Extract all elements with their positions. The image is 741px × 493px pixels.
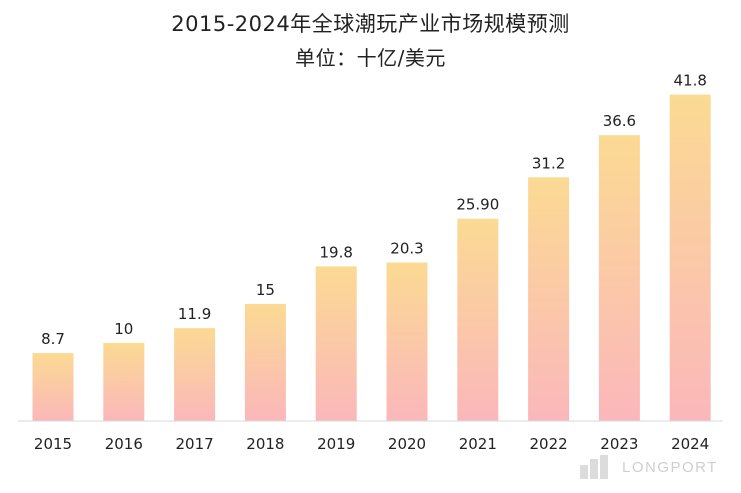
bar-2022: [528, 177, 570, 421]
value-label-2016: 10: [114, 320, 133, 338]
x-tick-label-2017: 2017: [176, 435, 214, 453]
bars-group: [32, 94, 711, 421]
bar-2019: [315, 266, 357, 421]
bar-2020: [386, 262, 428, 421]
value-label-2018: 15: [256, 281, 275, 299]
x-tick-label-2020: 2020: [388, 435, 426, 453]
value-label-2017: 11.9: [178, 305, 211, 323]
bar-2018: [244, 303, 286, 421]
value-label-2021: 25.90: [456, 196, 499, 214]
bar-2016: [103, 342, 145, 421]
value-label-2015: 8.7: [41, 330, 65, 348]
x-tick-label-2021: 2021: [459, 435, 497, 453]
longport-logo-icon: [580, 455, 614, 479]
value-label-2022: 31.2: [532, 154, 565, 172]
watermark-text: LONGPORT: [622, 458, 718, 476]
x-tick-label-2015: 2015: [34, 435, 72, 453]
chart-title: 2015-2024年全球潮玩产业市场规模预测: [171, 12, 570, 36]
value-label-2020: 20.3: [390, 240, 423, 258]
x-tick-label-2019: 2019: [317, 435, 355, 453]
watermark: LONGPORT: [580, 455, 718, 479]
chart-subtitle: 单位：十亿/美元: [295, 46, 446, 70]
bar-2015: [32, 353, 74, 421]
bar-2023: [598, 135, 640, 421]
value-label-2024: 41.8: [673, 72, 706, 90]
bar-2021: [457, 218, 499, 421]
value-label-2019: 19.8: [319, 243, 352, 261]
x-tick-labels-group: 2015 2016 2017 2018 2019 2020 2021 2022 2023 2024: [34, 435, 709, 453]
value-label-2023: 36.6: [603, 112, 636, 130]
x-tick-label-2024: 2024: [671, 435, 709, 453]
x-tick-label-2018: 2018: [246, 435, 284, 453]
bar-2017: [174, 328, 216, 421]
value-labels-group: 8.7 10 11.9 15 19.8 20.3 25.90 31.2 36.6 41.8: [41, 72, 707, 349]
x-tick-label-2023: 2023: [600, 435, 638, 453]
bar-2024: [669, 94, 711, 421]
x-tick-label-2016: 2016: [105, 435, 143, 453]
x-tick-label-2022: 2022: [530, 435, 568, 453]
